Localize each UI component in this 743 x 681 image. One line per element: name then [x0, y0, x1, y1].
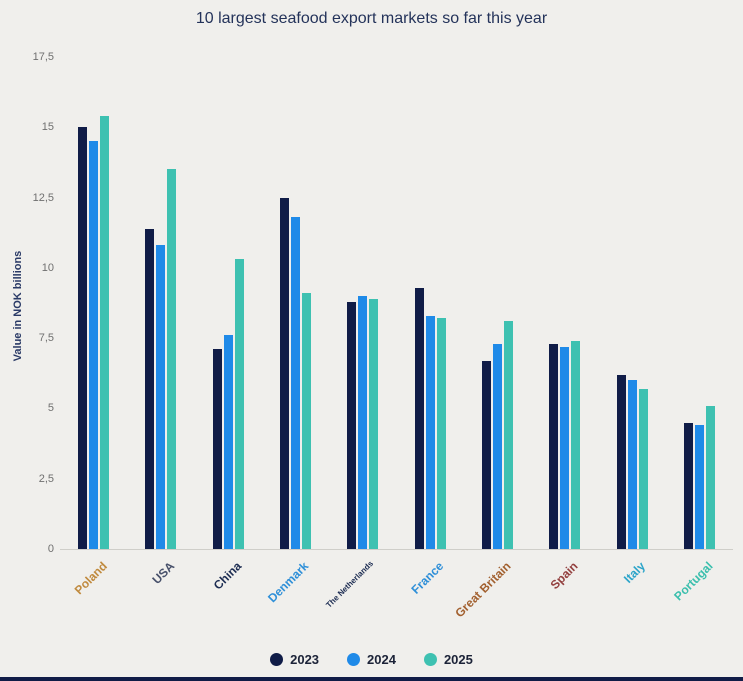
y-tick-17,5: 17,5 [32, 51, 54, 63]
bottom-bar [0, 677, 743, 681]
bar-2023-denmark [280, 197, 290, 549]
bar-group-china: China [211, 57, 244, 592]
bar-group-the-netherlands: The Netherlands [325, 57, 379, 610]
bar-2025-denmark [302, 293, 312, 549]
x-label-portugal: Portugal [670, 559, 716, 604]
bar-group-spain: Spain [548, 57, 581, 592]
y-tick-7,5: 7,5 [38, 332, 54, 345]
bar-group-usa: USA [145, 57, 177, 587]
bar-2025-italy [638, 388, 648, 549]
bar-2024-spain [560, 346, 570, 549]
y-tick-12,5: 12,5 [32, 191, 54, 204]
y-tick-10: 10 [41, 261, 54, 274]
x-label-usa: USA [149, 559, 177, 587]
bar-group-italy: Italy [616, 57, 648, 586]
bar-2023-the-netherlands [347, 301, 357, 549]
legend-label-2025: 2025 [443, 652, 473, 667]
y-tick-5: 5 [47, 402, 54, 415]
bar-2024-the-netherlands [358, 295, 368, 549]
legend-label-2023: 2023 [290, 652, 320, 667]
chart-title: 10 largest seafood export markets so far… [195, 10, 548, 27]
bar-2024-poland [89, 141, 99, 549]
bar-2023-usa [145, 228, 155, 549]
x-label-spain: Spain [547, 559, 581, 593]
bar-2025-great-britain [503, 321, 513, 549]
legend-item-2025: 2025 [423, 652, 473, 667]
x-label-denmark: Denmark [265, 559, 312, 606]
legend: 2023 2024 2025 [0, 652, 743, 667]
y-tick-0: 0 [47, 543, 54, 555]
bar-2024-great-britain [492, 343, 502, 549]
bar-2023-italy [616, 374, 626, 549]
bar-2024-france [425, 315, 435, 549]
bar-2025-portugal [705, 405, 715, 549]
chart: 17,5 15 12,5 10 7,5 5 2,5 0 Poland USA China Denma… [26, 51, 733, 620]
bar-2023-poland [78, 127, 88, 549]
bar-group-france: France [408, 57, 446, 597]
bar-2024-italy [627, 380, 637, 549]
legend-item-2024: 2024 [347, 652, 396, 667]
bar-2023-france [414, 287, 424, 549]
bar-2023-great-britain [481, 360, 491, 549]
bar-2024-usa [156, 245, 166, 549]
legend-label-2024: 2024 [367, 652, 396, 667]
bar-2025-china [234, 259, 244, 549]
bar-2025-poland [100, 116, 110, 549]
bar-2023-china [212, 349, 222, 549]
bar-2024-denmark [291, 217, 301, 549]
plot-area: Poland USA China Denmark The Netherlands Fran… [60, 57, 733, 620]
legend-dot-2025 [423, 653, 437, 666]
bar-2024-portugal [694, 425, 704, 549]
x-label-the-netherlands: The Netherlands [324, 559, 376, 610]
x-label-china: China [210, 559, 245, 593]
y-tick-15: 15 [41, 121, 54, 134]
bar-2023-portugal [683, 422, 693, 549]
legend-dot-2024 [347, 653, 361, 666]
y-axis-label: Value in NOK billions [12, 250, 24, 362]
x-label-france: France [408, 559, 447, 597]
bar-2025-the-netherlands [369, 298, 379, 549]
x-label-poland: Poland [71, 559, 110, 598]
legend-dot-2023 [270, 653, 284, 666]
bar-2025-spain [571, 340, 581, 549]
y-tick-2,5: 2,5 [38, 472, 54, 485]
bar-2023-spain [549, 343, 559, 549]
x-label-great-britain: Great Britain [452, 559, 514, 621]
y-axis: 17,5 15 12,5 10 7,5 5 2,5 0 [26, 51, 60, 555]
x-label-italy: Italy [621, 559, 648, 586]
bar-2024-china [223, 335, 233, 549]
bar-group-portugal: Portugal [671, 57, 715, 603]
bar-2025-france [436, 318, 446, 549]
bar-group-poland: Poland [71, 57, 110, 597]
bar-group-denmark: Denmark [265, 57, 312, 605]
bar-group-great-britain: Great Britain [452, 57, 513, 620]
legend-item-2023: 2023 [270, 652, 319, 667]
bar-2025-usa [167, 169, 177, 549]
